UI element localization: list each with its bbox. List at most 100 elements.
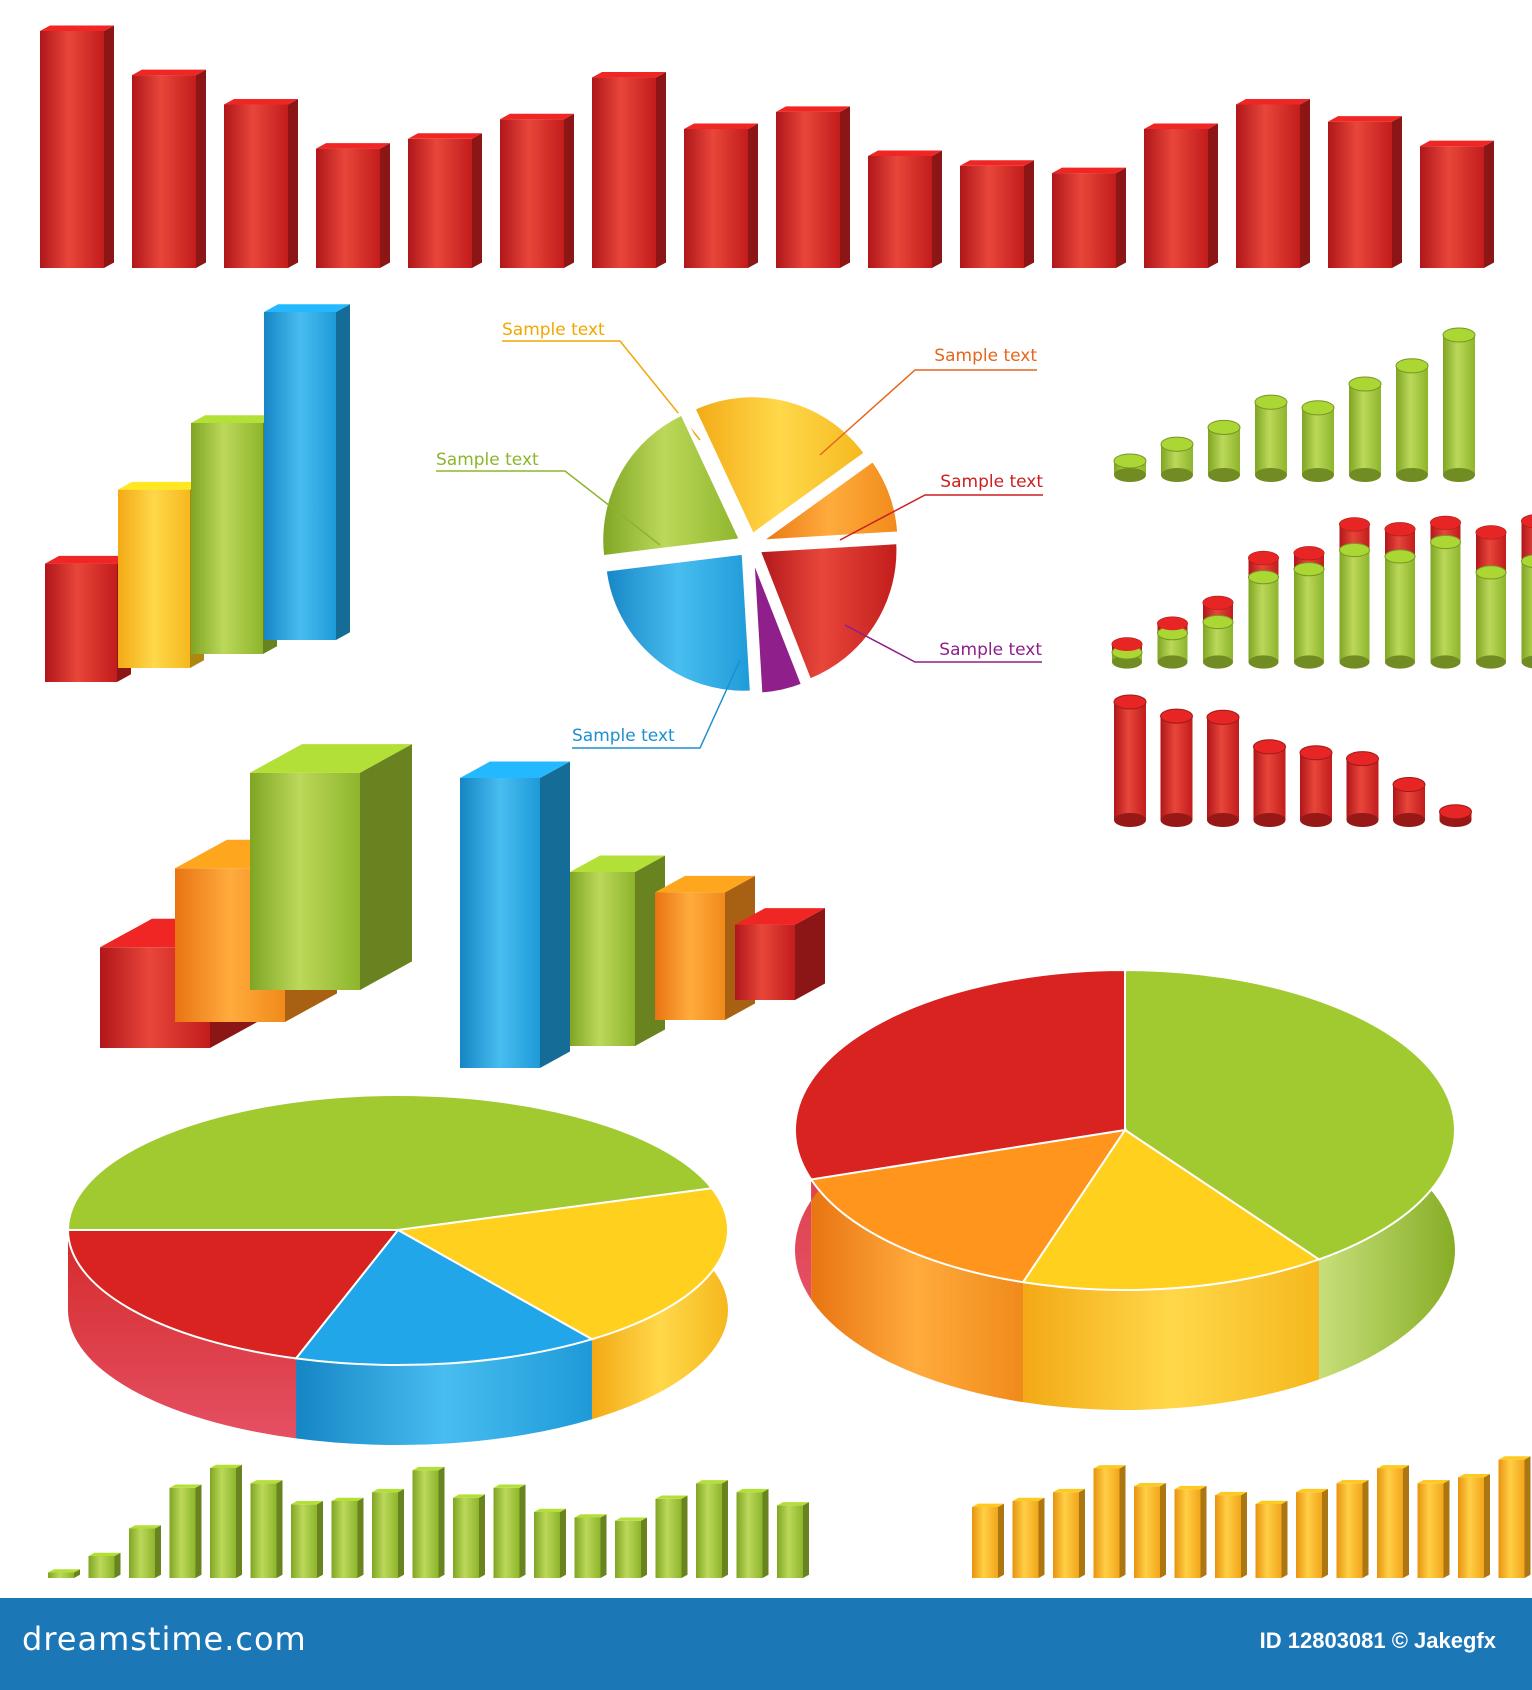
- bar-top: [1420, 140, 1494, 147]
- bar-top: [191, 415, 277, 423]
- bar-top: [250, 1480, 283, 1484]
- stack-bottom-base: [1294, 655, 1324, 669]
- bar-front: [1053, 1492, 1079, 1578]
- bar-top: [1458, 1474, 1490, 1478]
- bar-top: [48, 1569, 80, 1573]
- callout-line: [839, 494, 1043, 541]
- cylinder-top: [1113, 453, 1147, 469]
- bar-front: [570, 872, 635, 1046]
- bar-front: [868, 155, 932, 268]
- bar-side: [195, 1484, 202, 1578]
- chart-pie-3d-right: [794, 968, 1456, 1410]
- cylinder-top: [1346, 751, 1379, 767]
- chart-stacked-cylinders: [1111, 514, 1532, 669]
- chart-red-cylinders: [1113, 694, 1472, 828]
- chart-green-cylinders: [1113, 327, 1476, 483]
- stack-bottom-base: [1203, 655, 1233, 669]
- stack-bottom-base: [1476, 655, 1506, 669]
- bar-side: [998, 1503, 1004, 1578]
- bar-side: [1116, 167, 1126, 268]
- cylinder-base: [1396, 467, 1428, 483]
- bar-side: [641, 1517, 647, 1578]
- cylinder-base: [1393, 812, 1425, 828]
- bar-side: [288, 99, 298, 268]
- cylinder-body: [1346, 758, 1379, 820]
- bar-side: [155, 1525, 161, 1578]
- bar-front: [1498, 1459, 1525, 1578]
- bar-top: [1255, 1500, 1288, 1504]
- bar-side: [803, 1502, 809, 1578]
- bar-top: [1053, 1488, 1085, 1493]
- bar-top: [45, 555, 131, 564]
- bar-top: [129, 1525, 161, 1529]
- stack-cap: [1157, 617, 1188, 631]
- bar-top: [118, 481, 204, 490]
- bar-front: [1336, 1483, 1363, 1578]
- cylinder-body: [1302, 407, 1334, 475]
- stack-bottom-body: [1385, 556, 1415, 662]
- stack-cap: [1430, 516, 1461, 530]
- bar-side: [1119, 1465, 1126, 1578]
- bar-side: [1392, 116, 1402, 269]
- stack-cap: [1112, 637, 1142, 652]
- cylinder-body: [1443, 335, 1475, 475]
- bar-side: [519, 1484, 526, 1578]
- bar-top: [684, 123, 758, 129]
- bar-front: [1236, 104, 1300, 268]
- callout-label: Sample text: [572, 726, 675, 746]
- bar-top: [655, 875, 755, 893]
- stack-bottom-body: [1521, 561, 1532, 662]
- stack-bottom-base: [1157, 655, 1188, 669]
- bar-front: [493, 1487, 520, 1578]
- bar-top: [88, 1552, 121, 1556]
- bar-side: [748, 123, 758, 268]
- bar-top: [972, 1503, 1004, 1507]
- pie-rim: [811, 1179, 1024, 1403]
- chart-bottom-gold-bars: [972, 1456, 1531, 1578]
- bar-front: [1458, 1477, 1484, 1578]
- bar-front: [684, 129, 748, 268]
- bar-top: [500, 113, 574, 120]
- cube-front: [250, 772, 360, 990]
- bar-top: [655, 1495, 688, 1499]
- cylinder-base: [1302, 467, 1334, 483]
- bar-top: [460, 761, 570, 778]
- stack-cap: [1248, 551, 1279, 565]
- bar-top: [264, 304, 350, 312]
- bar-front: [777, 1505, 803, 1578]
- cylinder-body: [1253, 746, 1286, 820]
- cylinder-base: [1300, 812, 1332, 828]
- bar-top: [1052, 167, 1126, 174]
- stack-bottom-top: [1384, 549, 1416, 564]
- bar-top: [1012, 1497, 1045, 1502]
- bar-side: [560, 1508, 566, 1578]
- bar-top: [1144, 123, 1218, 129]
- cylinder-top: [1253, 739, 1286, 755]
- footer-brand[interactable]: dreamstime.com: [22, 1620, 307, 1658]
- stack-bottom-body: [1476, 572, 1506, 662]
- chart-exploded-pie: [436, 340, 1043, 749]
- bar-front: [1174, 1489, 1201, 1578]
- bar-side: [1484, 1474, 1490, 1578]
- bar-front: [776, 111, 840, 268]
- bar-side: [1524, 1456, 1531, 1578]
- bar-front: [972, 1506, 998, 1578]
- stack-cap: [1203, 596, 1233, 610]
- bar-top: [1296, 1488, 1328, 1493]
- bar-top: [1236, 99, 1310, 105]
- bar-side: [104, 25, 114, 268]
- bar-side: [681, 1495, 688, 1578]
- pie-slice: [1021, 1128, 1322, 1292]
- bar-top: [615, 1517, 647, 1521]
- stack-cap: [1339, 517, 1370, 532]
- pie-rim: [591, 1188, 728, 1420]
- bar-side: [472, 133, 482, 268]
- stack-bottom-top: [1248, 570, 1279, 585]
- bar-side: [479, 1494, 485, 1578]
- stack-bottom-base: [1430, 655, 1461, 669]
- stack-bottom-base: [1248, 655, 1279, 669]
- chart-bottom-green-bars: [48, 1464, 809, 1578]
- cylinder-base: [1207, 812, 1239, 828]
- pie-rim: [1023, 1259, 1319, 1410]
- bar-top: [1328, 116, 1402, 122]
